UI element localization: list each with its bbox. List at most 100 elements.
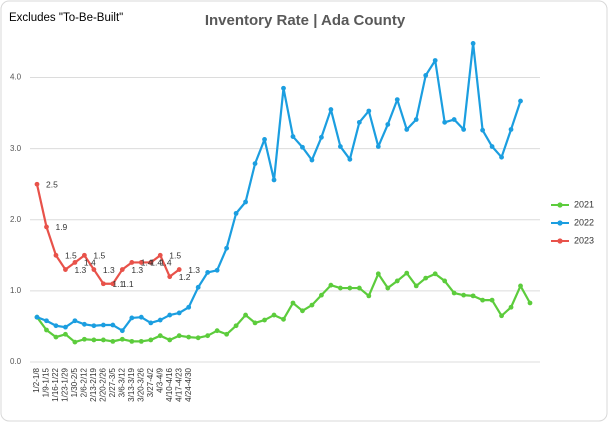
x-tick-label: 2/27-3/5 bbox=[108, 367, 117, 397]
point bbox=[176, 333, 182, 339]
x-tick-label: 4/24-4/30 bbox=[184, 367, 193, 401]
data-label: 1.3 bbox=[131, 265, 143, 275]
point bbox=[157, 333, 163, 339]
x-tick-label: 1/9-1/15 bbox=[42, 367, 51, 397]
point bbox=[432, 58, 438, 63]
legend-label: 2021 bbox=[574, 199, 594, 209]
point bbox=[44, 224, 49, 230]
point bbox=[347, 285, 353, 291]
point bbox=[53, 334, 59, 340]
point bbox=[508, 304, 514, 310]
point bbox=[138, 314, 144, 320]
point bbox=[91, 337, 97, 343]
point bbox=[100, 281, 106, 287]
point bbox=[356, 285, 362, 291]
point bbox=[394, 97, 400, 102]
point bbox=[442, 119, 448, 125]
point bbox=[470, 41, 476, 46]
point bbox=[167, 337, 173, 343]
data-label: 1.5 bbox=[169, 251, 181, 261]
point bbox=[129, 338, 135, 344]
point bbox=[480, 297, 485, 303]
point bbox=[100, 337, 106, 343]
point bbox=[186, 334, 192, 340]
point bbox=[328, 282, 334, 288]
point bbox=[499, 313, 504, 319]
legend-label: 2023 bbox=[574, 235, 594, 245]
point bbox=[461, 127, 467, 132]
point bbox=[328, 107, 334, 112]
x-tick-label: 3/6-3/12 bbox=[117, 367, 126, 397]
point bbox=[423, 275, 429, 281]
point bbox=[262, 317, 267, 323]
data-label: 2.5 bbox=[46, 179, 58, 189]
point bbox=[319, 134, 324, 140]
point bbox=[442, 278, 448, 284]
point bbox=[129, 315, 135, 321]
point bbox=[167, 274, 173, 280]
data-label: 1.4 bbox=[141, 258, 153, 268]
point bbox=[489, 297, 495, 303]
y-tick-label: 2.0 bbox=[10, 215, 22, 224]
x-tick-label: 3/13-3/19 bbox=[127, 367, 136, 401]
x-tick-label: 1/2-1/8 bbox=[32, 367, 41, 392]
point bbox=[91, 323, 97, 329]
series-line bbox=[35, 183, 180, 285]
data-label: 1.3 bbox=[103, 265, 115, 275]
point bbox=[148, 337, 154, 343]
data-label: 1.4 bbox=[150, 258, 162, 268]
point bbox=[290, 134, 296, 139]
point bbox=[119, 328, 125, 334]
point bbox=[413, 117, 419, 122]
point bbox=[119, 336, 125, 342]
point bbox=[290, 300, 296, 306]
point bbox=[300, 308, 305, 314]
point bbox=[385, 285, 391, 291]
point bbox=[262, 137, 267, 142]
point bbox=[243, 199, 248, 205]
y-tick-label: 0.0 bbox=[10, 357, 22, 366]
point bbox=[337, 144, 343, 149]
data-label: 1.5 bbox=[93, 251, 105, 261]
point bbox=[366, 108, 372, 114]
x-tick-label: 4/10-4/16 bbox=[165, 367, 174, 401]
y-tick-label: 1.0 bbox=[10, 286, 22, 295]
data-label: 1.1 bbox=[122, 279, 134, 289]
point bbox=[214, 267, 220, 273]
point bbox=[375, 271, 381, 277]
point bbox=[356, 119, 362, 125]
point bbox=[300, 144, 305, 150]
point bbox=[91, 267, 97, 272]
point bbox=[119, 267, 125, 272]
point bbox=[394, 278, 400, 284]
data-label: 1.3 bbox=[188, 265, 200, 275]
point bbox=[518, 98, 523, 104]
x-tick-label: 3/27-4/2 bbox=[146, 367, 155, 397]
x-tick-label: 2/6-2/12 bbox=[80, 367, 89, 397]
x-tick-label: 2/13-2/19 bbox=[89, 367, 98, 401]
data-label: 1.4 bbox=[160, 258, 172, 268]
x-tick-label: 2/20-2/26 bbox=[98, 367, 107, 401]
point bbox=[243, 312, 248, 318]
point bbox=[176, 267, 182, 272]
point bbox=[110, 322, 116, 328]
data-label: 1.3 bbox=[74, 265, 86, 275]
point bbox=[205, 333, 211, 339]
point bbox=[224, 245, 230, 251]
series-line bbox=[36, 42, 522, 332]
point bbox=[148, 320, 154, 326]
point bbox=[129, 260, 135, 265]
point bbox=[214, 328, 220, 334]
legend-marker bbox=[557, 202, 563, 208]
point bbox=[34, 181, 40, 187]
point bbox=[470, 293, 476, 299]
point bbox=[138, 260, 144, 265]
point bbox=[489, 144, 495, 149]
point bbox=[252, 320, 258, 326]
point bbox=[167, 312, 173, 318]
point bbox=[404, 127, 410, 132]
point bbox=[34, 314, 40, 320]
point bbox=[82, 336, 87, 342]
